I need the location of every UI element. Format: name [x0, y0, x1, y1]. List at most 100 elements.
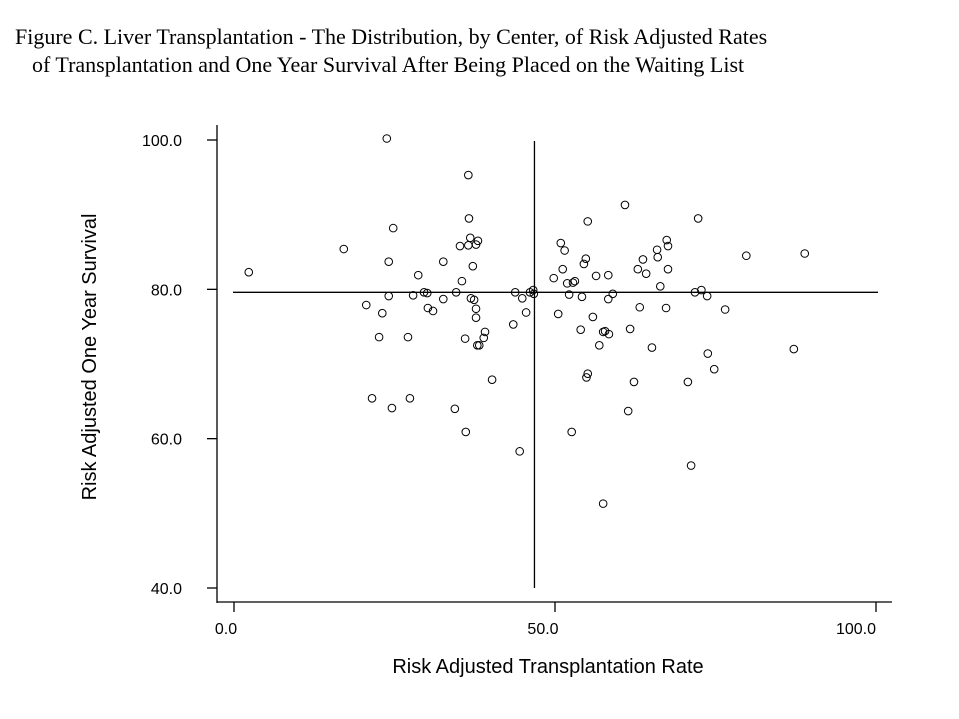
y-tick-label: 40.0: [151, 581, 182, 598]
data-point: [403, 332, 413, 342]
x-tick-label: 50.0: [527, 621, 558, 638]
data-point: [641, 269, 651, 278]
data-point: [570, 276, 580, 286]
chart-title-line-1: Figure C. Liver Transplantation - The Di…: [15, 24, 768, 49]
data-point: [464, 214, 474, 223]
x-tick-label: 0.0: [215, 621, 237, 638]
data-point: [387, 403, 397, 413]
data-point: [582, 373, 591, 382]
data-point: [471, 313, 481, 323]
data-point: [625, 324, 635, 334]
data-point: [558, 264, 568, 274]
data-point: [562, 279, 572, 288]
data-point: [623, 406, 633, 416]
data-point: [662, 235, 672, 245]
data-point: [473, 236, 483, 246]
y-tick-label: 80.0: [151, 282, 182, 299]
y-tick-label: 100.0: [142, 133, 182, 150]
data-point: [460, 334, 470, 343]
data-point: [604, 329, 614, 339]
data-point: [422, 288, 432, 298]
data-point: [457, 276, 467, 286]
x-axis-label: Risk Adjusted Transplantation Rate: [392, 656, 703, 678]
data-point: [620, 200, 630, 210]
data-point: [560, 246, 569, 255]
data-point: [464, 170, 473, 180]
data-point: [465, 233, 475, 243]
data-point: [690, 288, 700, 297]
data-point: [594, 341, 604, 350]
data-point: [461, 427, 471, 437]
data-point: [464, 240, 473, 250]
data-point: [709, 364, 719, 374]
data-point: [635, 302, 645, 312]
data-point: [683, 377, 693, 387]
data-point: [789, 344, 799, 354]
data-point: [583, 217, 593, 226]
data-point: [384, 257, 394, 267]
data-point: [468, 261, 478, 271]
data-point: [408, 291, 418, 300]
chart-title-line-2: of Transplantation and One Year Survival…: [32, 52, 745, 77]
data-point: [479, 333, 489, 343]
data-point: [549, 273, 559, 283]
data-point: [474, 341, 484, 350]
data-point: [577, 292, 587, 302]
y-tick-label: 60.0: [151, 432, 182, 449]
data-point: [800, 249, 810, 258]
data-point: [647, 343, 657, 352]
data-point: [244, 267, 254, 277]
data-point: [339, 244, 349, 254]
data-point: [438, 294, 448, 304]
data-point: [581, 254, 591, 264]
data-point: [567, 427, 576, 437]
data-point: [528, 285, 538, 295]
data-point: [405, 394, 415, 403]
data-point: [693, 214, 703, 223]
data-point: [517, 293, 527, 303]
data-point: [508, 320, 518, 329]
data-point: [579, 259, 589, 269]
data-point: [473, 341, 482, 350]
data-point: [450, 404, 460, 414]
data-point: [591, 271, 601, 281]
data-point: [382, 134, 392, 143]
data-point: [655, 282, 665, 291]
data-point: [510, 288, 520, 297]
data-point: [720, 305, 730, 314]
data-point: [428, 306, 438, 316]
data-point: [529, 289, 539, 299]
data-point: [564, 290, 574, 299]
data-point: [487, 375, 497, 384]
data-point: [663, 264, 673, 274]
data-point: [638, 255, 648, 264]
data-point: [361, 300, 371, 310]
data-point: [702, 291, 712, 301]
data-point: [568, 278, 578, 287]
data-point: [413, 270, 423, 280]
data-point: [451, 288, 461, 297]
y-ticks: 40.0 60.0 80.0 100.0: [142, 133, 217, 598]
data-point: [629, 377, 639, 387]
data-point: [661, 303, 671, 313]
data-point: [653, 252, 663, 262]
x-ticks: 0.0 50.0 100.0: [215, 602, 877, 638]
data-point: [419, 288, 429, 297]
data-point: [608, 289, 618, 299]
data-point: [663, 241, 673, 251]
data-point: [583, 369, 593, 379]
data-point: [367, 394, 377, 403]
data-point: [742, 251, 751, 261]
data-point: [633, 264, 643, 274]
data-point: [515, 447, 524, 456]
x-tick-label: 100.0: [836, 621, 876, 638]
data-point: [686, 461, 696, 470]
data-point: [374, 332, 384, 342]
data-point: [384, 291, 394, 301]
data-point: [423, 303, 433, 313]
data-point: [697, 285, 706, 295]
y-axis-label: Risk Adjusted One Year Survival: [79, 214, 101, 501]
data-point: [603, 294, 613, 304]
data-point: [480, 327, 490, 337]
data-point: [652, 245, 662, 255]
